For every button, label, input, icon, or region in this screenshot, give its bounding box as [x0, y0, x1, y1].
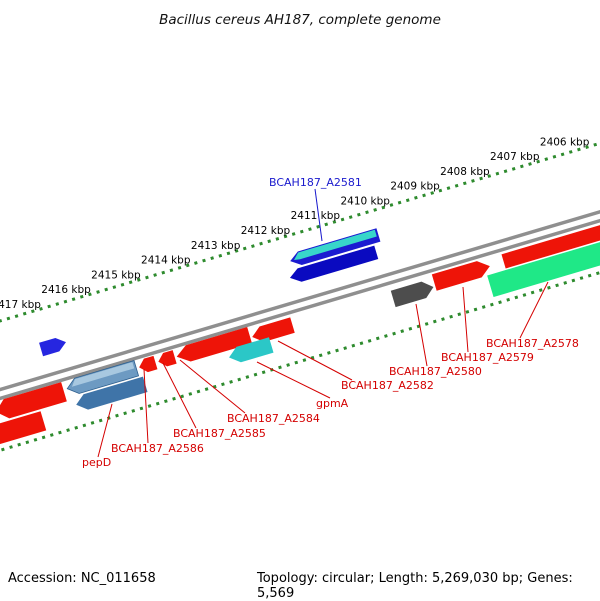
ruler-label-2409-kbp: 2409 kbp — [390, 181, 440, 193]
ruler-label-2406-kbp: 2406 kbp — [540, 136, 590, 148]
gene-label-line-bcah187-a2586 — [143, 368, 149, 444]
gene-label-line-bcah187-a2580 — [415, 303, 428, 367]
gene-arrow-bcah187-a2586[interactable] — [137, 355, 158, 374]
gene-arrow-bcah187-a2579[interactable] — [431, 258, 492, 291]
gene-label-bcah187-a2586[interactable]: BCAH187_A2586 — [111, 442, 204, 455]
gene-arrow-blue-small[interactable] — [39, 335, 68, 357]
ruler-label-2417-kbp: 2417 kbp — [0, 299, 41, 311]
gene-arrow-pepd-cds-stripe — [71, 362, 135, 387]
gene-label-line-bcah187-a2579 — [462, 286, 469, 353]
gene-arrow-bcah187-a2580[interactable] — [390, 279, 436, 308]
gene-callout-labels: BCAH187_A2581 BCAH187_A2578 BCAH187_A257… — [82, 176, 579, 469]
gene-arrow-bcah187-a2581-cds-stripe — [294, 229, 377, 260]
ruler-label-2411-kbp: 2411 kbp — [291, 210, 341, 222]
gene-label-line-bcah187-a2582 — [277, 340, 353, 381]
gene-arrow-red-far-left-2[interactable] — [0, 411, 47, 447]
gene-label-line-gpmA — [256, 361, 331, 399]
ruler-label-2407-kbp: 2407 kbp — [490, 151, 540, 163]
gene-callout-lines — [97, 188, 549, 458]
genome-backbone-gap — [0, 192, 600, 408]
gene-label-line-bcah187-a2578 — [519, 281, 549, 339]
gene-label-bcah187-a2579[interactable]: BCAH187_A2579 — [441, 351, 534, 364]
gene-label-bcah187-a2581[interactable]: BCAH187_A2581 — [269, 176, 362, 189]
gene-arrow-bcah187-a2585[interactable] — [156, 350, 177, 368]
gene-label-bcah187-a2585[interactable]: BCAH187_A2585 — [173, 427, 266, 440]
gene-label-line-bcah187-a2584 — [179, 359, 246, 414]
gene-arrow-gpmA[interactable] — [227, 337, 274, 365]
ruler-label-2413-kbp: 2413 kbp — [191, 240, 241, 252]
ruler-label-2416-kbp: 2416 kbp — [41, 284, 91, 296]
gene-label-line-bcah187-a2585 — [162, 362, 197, 429]
ruler-label-2410-kbp: 2410 kbp — [340, 195, 390, 207]
gene-label-bcah187-a2584[interactable]: BCAH187_A2584 — [227, 412, 320, 425]
ruler-label-2408-kbp: 2408 kbp — [440, 166, 490, 178]
genome-track: 2406 kbp 2407 kbp 2408 kbp 2409 kbp 2410… — [0, 126, 600, 459]
gene-arrow-red-far-left-1[interactable] — [0, 382, 67, 421]
gene-arrow-pepd-gene[interactable] — [74, 376, 148, 413]
ruler-label-2414-kbp: 2414 kbp — [141, 255, 191, 267]
gene-arrow-bcah187-a2584[interactable] — [174, 327, 252, 365]
gene-label-line-bcah187-a2581 — [314, 188, 323, 242]
gene-arrow-bcah187-a2578[interactable] — [485, 227, 600, 299]
gene-label-bcah187-a2580[interactable]: BCAH187_A2580 — [389, 365, 482, 378]
ruler-label-2412-kbp: 2412 kbp — [241, 225, 291, 237]
gene-label-line-pepd — [97, 403, 113, 458]
topology-text: Topology: circular; Length: 5,269,030 bp… — [257, 571, 573, 601]
gene-label-gpmA[interactable]: gpmA — [316, 397, 349, 410]
upper-strand-genes — [39, 228, 381, 357]
gene-label-bcah187-a2578[interactable]: BCAH187_A2578 — [486, 337, 579, 350]
gene-label-bcah187-a2582[interactable]: BCAH187_A2582 — [341, 379, 434, 392]
gene-label-pepd[interactable]: pepD — [82, 456, 111, 469]
gene-arrow-bcah187-a2582[interactable] — [250, 317, 295, 344]
gene-arrow-bcah187-a2581-gene[interactable] — [288, 245, 379, 285]
ruler-label-2415-kbp: 2415 kbp — [91, 269, 141, 281]
lower-strand-genes — [0, 214, 600, 447]
figure-title: Bacillus cereus AH187, complete genome — [159, 12, 441, 28]
accession-text: Accession: NC_011658 — [8, 571, 156, 586]
